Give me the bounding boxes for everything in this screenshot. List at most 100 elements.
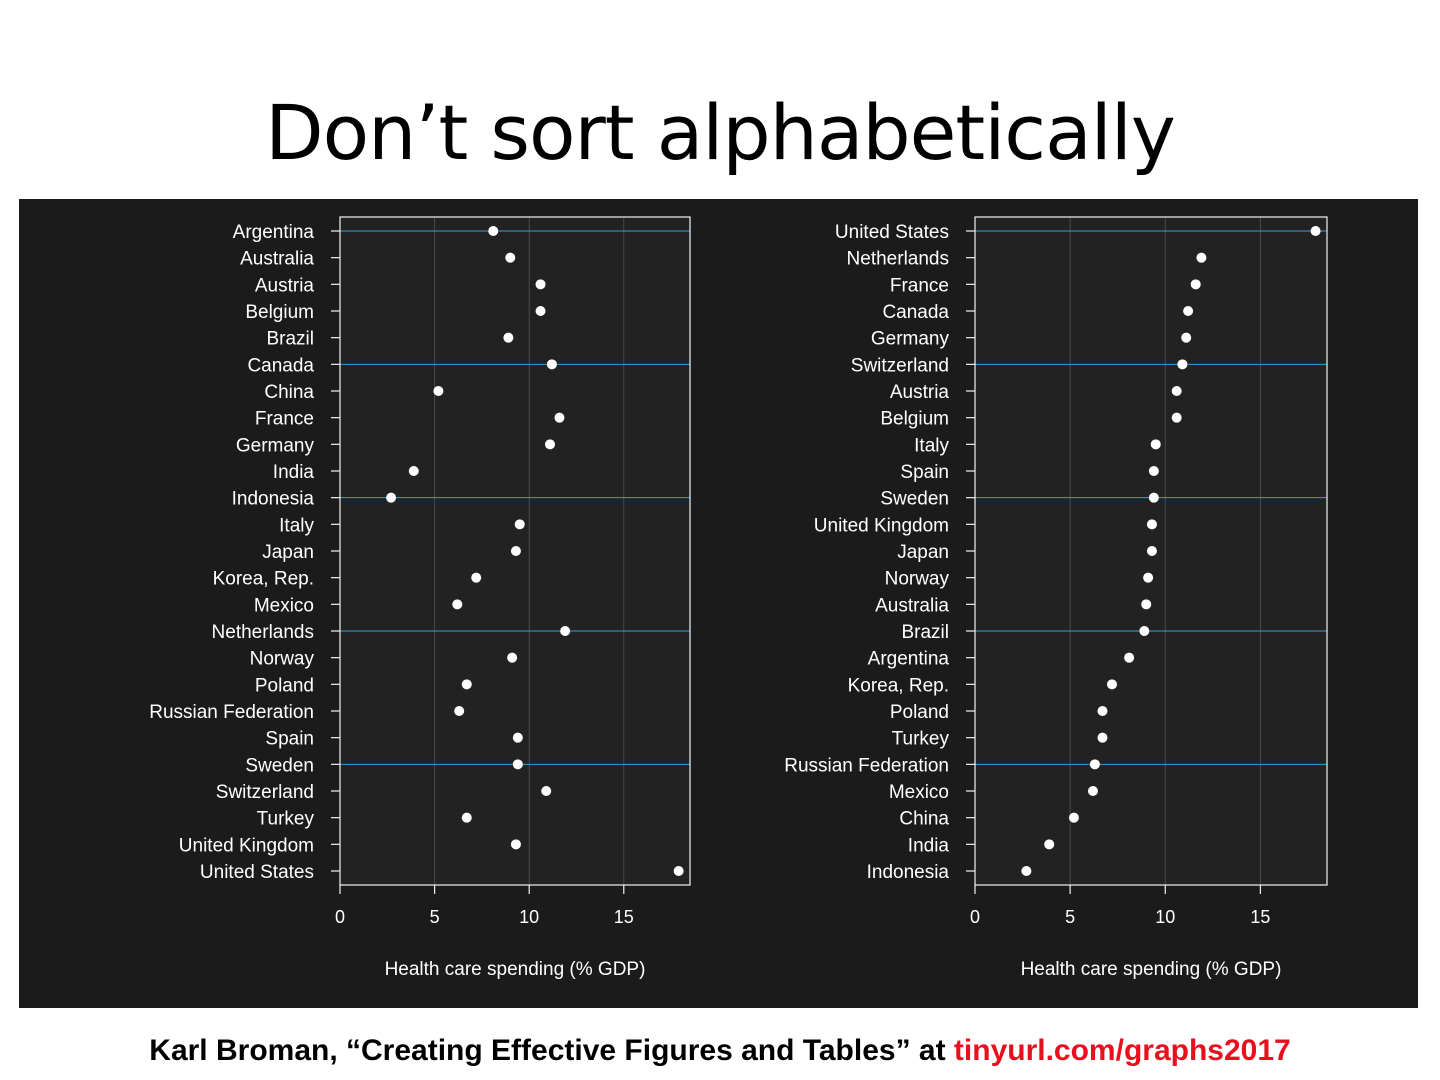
- y-tick-label: Switzerland: [216, 782, 314, 803]
- data-point: [1143, 572, 1154, 583]
- x-axis-label: Health care spending (% GDP): [1021, 959, 1282, 980]
- data-point: [1148, 466, 1159, 476]
- x-tick-label: 10: [1155, 907, 1175, 927]
- data-point: [510, 546, 521, 556]
- y-tick-label: Japan: [897, 542, 949, 563]
- data-point: [433, 386, 444, 396]
- y-tick-label: Brazil: [266, 329, 314, 350]
- y-tick-label: United States: [835, 222, 949, 243]
- y-tick-label: Indonesia: [867, 862, 950, 883]
- y-tick-label: Russian Federation: [149, 702, 314, 723]
- y-tick-label: United States: [200, 862, 314, 883]
- data-point: [1021, 866, 1032, 876]
- y-tick-label: United Kingdom: [814, 515, 949, 536]
- y-tick-label: Belgium: [245, 302, 314, 323]
- data-point: [1190, 279, 1201, 290]
- x-tick-label: 15: [614, 907, 634, 927]
- y-tick-label: India: [908, 835, 950, 856]
- data-point: [546, 359, 557, 370]
- data-point: [1148, 492, 1159, 503]
- data-point: [1196, 252, 1207, 263]
- data-point: [1044, 839, 1055, 850]
- data-point: [505, 252, 516, 263]
- data-point: [1087, 786, 1098, 796]
- y-tick-label: Poland: [890, 702, 949, 723]
- data-point: [1183, 306, 1194, 316]
- y-tick-label: Mexico: [254, 595, 314, 616]
- y-tick-label: Norway: [885, 569, 950, 590]
- data-point: [454, 706, 465, 716]
- data-point: [1146, 546, 1157, 556]
- y-tick-label: Japan: [262, 542, 314, 563]
- y-tick-label: Germany: [871, 329, 950, 350]
- data-point: [560, 626, 571, 636]
- data-point: [1097, 732, 1108, 743]
- y-tick-label: India: [273, 462, 315, 483]
- x-tick-label: 5: [430, 907, 440, 927]
- data-point: [1124, 652, 1135, 663]
- data-point: [471, 572, 482, 583]
- x-tick-label: 5: [1065, 907, 1075, 927]
- data-point: [1177, 359, 1188, 370]
- data-point: [461, 812, 472, 823]
- y-tick-label: Austria: [890, 382, 950, 403]
- y-tick-label: Russian Federation: [784, 755, 949, 776]
- dot-plot-right: United States Netherlands France Canada Germ…: [784, 216, 1328, 980]
- data-point: [541, 786, 552, 796]
- data-point: [1106, 679, 1117, 690]
- footer-link[interactable]: tinyurl.com/graphs2017: [953, 1034, 1291, 1067]
- y-tick-label: China: [264, 382, 314, 403]
- x-tick-label: 0: [335, 907, 345, 927]
- data-point: [386, 492, 397, 503]
- y-tick-label: Sweden: [880, 489, 949, 510]
- y-tick-label: Turkey: [257, 809, 315, 830]
- data-point: [512, 732, 523, 743]
- y-tick-label: Korea, Rep.: [848, 675, 949, 696]
- y-tick-label: Norway: [250, 649, 315, 670]
- data-point: [1146, 519, 1157, 530]
- data-point: [512, 759, 523, 770]
- data-point: [461, 679, 472, 690]
- y-tick-label: Argentina: [868, 649, 950, 670]
- data-point: [1171, 412, 1182, 423]
- y-tick-label: Netherlands: [212, 622, 314, 643]
- data-point: [1089, 759, 1100, 770]
- y-tick-label: Korea, Rep.: [213, 569, 314, 590]
- data-point: [507, 652, 518, 663]
- y-tick-label: Australia: [875, 595, 949, 616]
- data-point: [535, 306, 546, 316]
- y-tick-label: Belgium: [880, 409, 949, 430]
- y-tick-label: France: [890, 275, 949, 296]
- y-tick-label: Canada: [247, 355, 314, 376]
- y-tick-label: Poland: [255, 675, 314, 696]
- y-tick-label: Brazil: [901, 622, 949, 643]
- data-point: [408, 466, 419, 476]
- data-point: [1171, 386, 1182, 396]
- data-point: [673, 866, 684, 876]
- y-tick-label: Germany: [236, 435, 315, 456]
- y-tick-label: Mexico: [889, 782, 949, 803]
- slide-title: Don’t sort alphabetically: [265, 88, 1176, 177]
- y-tick-label: Sweden: [245, 755, 314, 776]
- x-tick-label: 10: [519, 907, 539, 927]
- data-point: [1068, 812, 1079, 823]
- y-tick-label: China: [899, 809, 949, 830]
- data-point: [1310, 226, 1321, 236]
- footer-credit: Karl Broman, “Creating Effective Figures…: [0, 1034, 1440, 1068]
- data-point: [510, 839, 521, 850]
- data-point: [554, 412, 565, 423]
- footer-text: Karl Broman, “Creating Effective Figures…: [149, 1034, 954, 1067]
- y-tick-label: Turkey: [892, 729, 950, 750]
- data-point: [514, 519, 525, 530]
- data-point: [503, 332, 514, 343]
- y-tick-label: Spain: [900, 462, 949, 483]
- data-point: [1097, 706, 1108, 716]
- y-tick-label: France: [255, 409, 314, 430]
- y-tick-label: Netherlands: [847, 249, 949, 270]
- data-point: [1139, 626, 1150, 636]
- y-tick-label: Australia: [240, 249, 314, 270]
- y-tick-label: Italy: [914, 435, 949, 456]
- y-tick-label: Canada: [882, 302, 949, 323]
- y-tick-label: Italy: [279, 515, 314, 536]
- y-tick-label: Indonesia: [232, 489, 315, 510]
